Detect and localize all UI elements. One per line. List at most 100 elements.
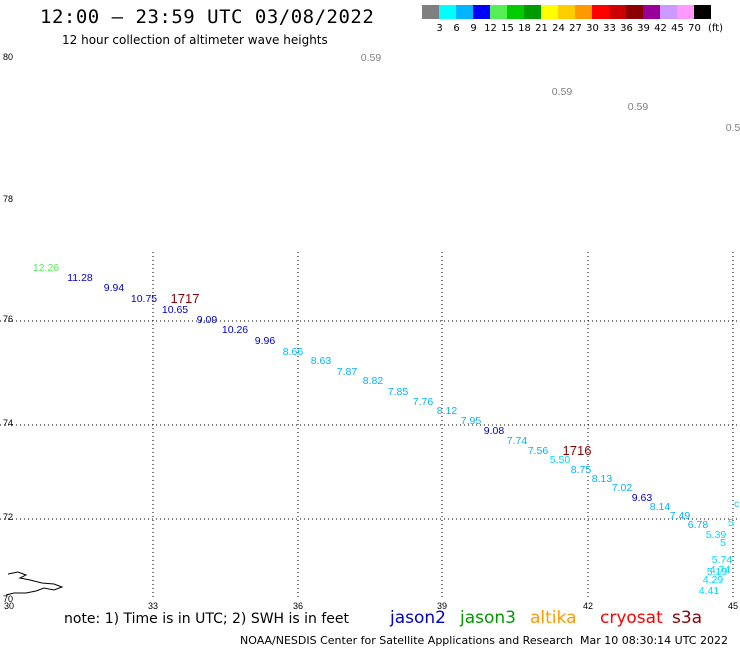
edge-label: 5 xyxy=(720,537,726,549)
wave-label: 10.26 xyxy=(222,324,248,336)
wave-label: 8.66 xyxy=(283,346,304,358)
edge-label: 5 xyxy=(728,517,734,529)
pass-time-labels: 1717 1716 xyxy=(171,291,592,458)
satellite-jason3: jason3 xyxy=(460,608,516,628)
footer-timestamp: Mar 10 08:30:14 UTC 2022 xyxy=(580,634,728,647)
wave-label: 8.82 xyxy=(363,375,384,387)
legend-swatch xyxy=(609,5,626,19)
wave-label: 8.14 xyxy=(650,501,671,513)
satellite-altika: altika xyxy=(530,608,577,628)
latitude-labels: 80 78 76 74 72 70 xyxy=(3,52,13,604)
wave-label: 4.74 xyxy=(710,564,731,576)
lat-label: 74 xyxy=(3,418,13,428)
time-label: 1717 xyxy=(171,291,200,306)
wave-label: 0.5 xyxy=(726,122,740,134)
legend-swatch xyxy=(490,5,507,19)
legend-swatch xyxy=(694,5,711,19)
wave-label: 5.19 xyxy=(707,566,728,578)
legend-swatch xyxy=(626,5,643,19)
legend-label: 39 xyxy=(637,23,650,34)
lat-label: 80 xyxy=(3,52,13,62)
lat-label: 78 xyxy=(3,194,13,204)
legend-label: 70 xyxy=(688,23,701,34)
map-subtitle: 12 hour collection of altimeter wave hei… xyxy=(62,33,328,47)
satellite-s3a: s3a xyxy=(672,608,703,628)
legend-label: 12 xyxy=(484,23,497,34)
lat-label: 72 xyxy=(3,512,13,522)
extra-cyan-marks: c 5 5 xyxy=(720,498,739,549)
wave-label: 9.08 xyxy=(484,425,505,437)
wave-label: 10.65 xyxy=(162,304,188,316)
legend-label: 42 xyxy=(654,23,667,34)
legend-swatch xyxy=(524,5,541,19)
wave-height-labels: 0.59 0.59 0.59 0.5 12.26 11.28 9.94 10.7… xyxy=(33,52,740,597)
wave-label: 5.74 xyxy=(712,554,733,566)
legend-swatch xyxy=(456,5,473,19)
lon-label: 42 xyxy=(583,601,593,611)
wave-label: 7.56 xyxy=(528,445,549,457)
legend-label: 21 xyxy=(535,23,548,34)
grid-lines xyxy=(0,252,740,600)
lon-label: 30 xyxy=(4,601,14,611)
wave-label: 7.76 xyxy=(413,396,434,408)
legend-swatch xyxy=(677,5,694,19)
wave-label: 7.87 xyxy=(337,366,358,378)
legend-swatch xyxy=(507,5,524,19)
legend-label: 30 xyxy=(586,23,599,34)
wave-label: 0.59 xyxy=(361,52,382,64)
footer-credit: NOAA/NESDIS Center for Satellite Applica… xyxy=(240,634,574,647)
legend-swatch xyxy=(592,5,609,19)
wave-label: 7.49 xyxy=(670,510,691,522)
legend-swatch xyxy=(422,5,439,19)
wave-label: 9.63 xyxy=(632,492,653,504)
wave-label: 8.75 xyxy=(571,464,592,476)
legend-swatch xyxy=(643,5,660,19)
legend-swatch xyxy=(439,5,456,19)
edge-label: c xyxy=(734,498,739,510)
legend-swatch xyxy=(558,5,575,19)
legend-label: 33 xyxy=(603,23,616,34)
legend-swatch xyxy=(473,5,490,19)
legend-swatch xyxy=(541,5,558,19)
legend-swatch xyxy=(660,5,677,19)
time-label: 1716 xyxy=(563,443,592,458)
lon-label: 36 xyxy=(293,601,303,611)
wave-label: 9.09 xyxy=(197,314,218,326)
wave-label: 8.13 xyxy=(592,473,613,485)
legend-label: 36 xyxy=(620,23,633,34)
wave-label: 7.02 xyxy=(612,482,633,494)
wave-label: 8.12 xyxy=(437,405,458,417)
satellite-cryosat: cryosat xyxy=(600,608,663,628)
legend-label: 3 xyxy=(436,23,443,34)
wave-label: 6.78 xyxy=(688,519,709,531)
wave-label: 5.50 xyxy=(550,454,571,466)
wave-label: 0.59 xyxy=(628,101,649,113)
legend-swatch xyxy=(575,5,592,19)
lat-label: 70 xyxy=(3,594,13,604)
lon-label: 45 xyxy=(728,601,738,611)
wave-label: 7.85 xyxy=(388,386,409,398)
wave-label: 4.29 xyxy=(703,574,724,586)
legend-label: 15 xyxy=(501,23,514,34)
wave-label: 7.74 xyxy=(507,435,528,447)
footer-note: note: 1) Time is in UTC; 2) SWH is in fe… xyxy=(64,611,350,627)
wave-label: 10.75 xyxy=(131,293,157,305)
wave-label: 7.95 xyxy=(461,415,482,427)
legend-label: 27 xyxy=(569,23,582,34)
legend-unit: (ft) xyxy=(708,23,724,34)
longitude-labels: 30 33 36 39 42 45 xyxy=(4,601,738,611)
wave-label: 8.63 xyxy=(311,355,332,367)
legend-label: 6 xyxy=(453,23,460,34)
legend-label: 18 xyxy=(518,23,531,34)
legend-label: 45 xyxy=(671,23,684,34)
wave-label: 0.59 xyxy=(552,86,573,98)
wave-label: 9.94 xyxy=(104,282,125,294)
lat-label: 76 xyxy=(3,314,13,324)
wave-label: 9.96 xyxy=(255,335,276,347)
legend-label: 24 xyxy=(552,23,565,34)
wave-label: 12.26 xyxy=(33,262,59,274)
lon-label: 39 xyxy=(437,601,447,611)
map-title: 12:00 – 23:59 UTC 03/08/2022 xyxy=(40,6,375,28)
wave-label: 5.39 xyxy=(706,529,727,541)
